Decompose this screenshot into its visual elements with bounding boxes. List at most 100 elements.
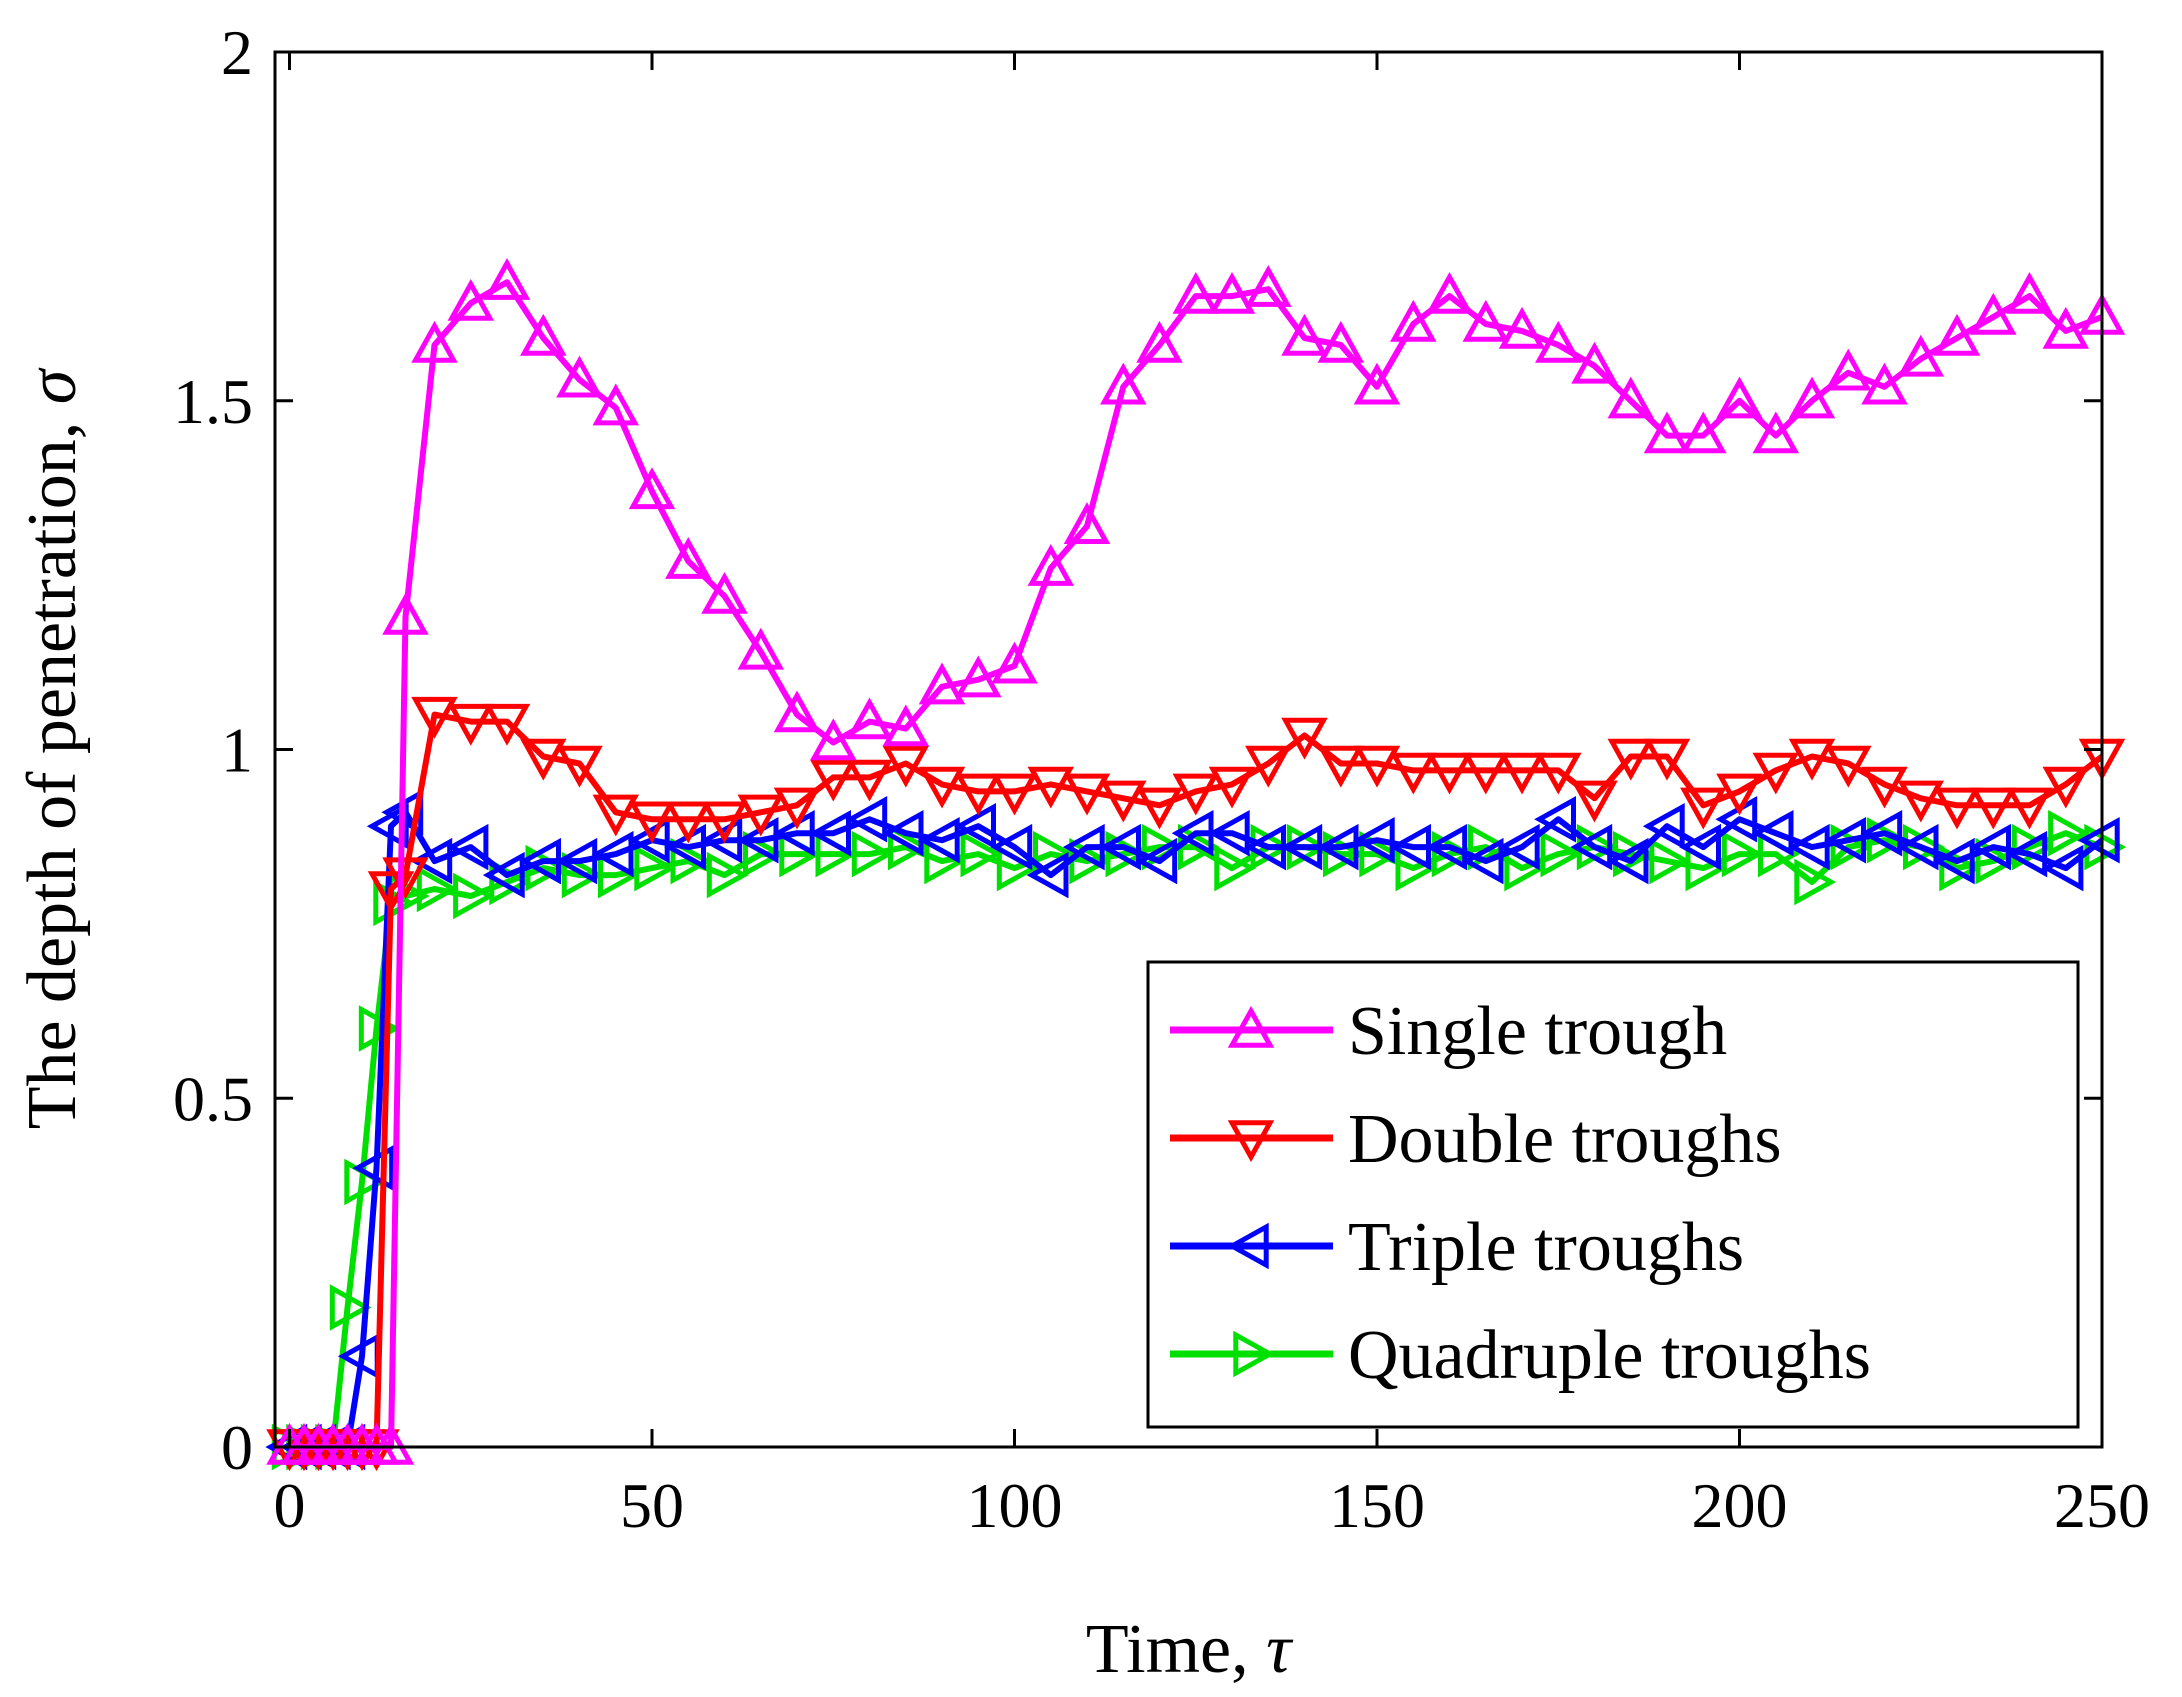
data-point	[888, 823, 930, 871]
legend-entry: Single trough	[1170, 993, 1727, 1070]
data-point	[482, 851, 525, 899]
data-point	[2042, 306, 2090, 349]
data-point	[1896, 823, 1939, 871]
data-point	[810, 759, 857, 802]
data-point	[555, 837, 598, 885]
y-axis-label: The depth of penetration, σ	[14, 367, 91, 1129]
data-point	[955, 773, 1002, 816]
data-point	[2006, 271, 2053, 314]
data-point	[520, 738, 567, 781]
data-point	[701, 571, 748, 614]
data-point	[701, 801, 748, 844]
data-point	[483, 703, 531, 746]
data-point	[1866, 816, 1909, 864]
data-point	[1207, 809, 1250, 857]
data-point	[1353, 745, 1401, 788]
series-layer	[265, 258, 2127, 1472]
data-point	[1643, 738, 1691, 781]
data-point	[1425, 823, 1468, 871]
data-point	[1607, 376, 1655, 419]
data-point	[990, 823, 1033, 871]
data-point	[453, 872, 495, 920]
data-point	[1752, 752, 1800, 795]
data-point	[1099, 823, 1141, 871]
legend-entry: Quadruple troughs	[1170, 1317, 1871, 1394]
data-point	[743, 830, 785, 878]
data-point	[810, 718, 857, 761]
data-point	[1245, 745, 1292, 788]
data-point	[1680, 411, 1727, 454]
data-point	[1281, 717, 1328, 760]
data-point	[1027, 543, 1075, 586]
legend-label: Quadruple troughs	[1348, 1317, 1871, 1394]
data-point	[1281, 313, 1328, 356]
data-point	[1063, 773, 1111, 816]
data-point	[1027, 766, 1075, 809]
axis-ticks: 0 50 100 150 200 250 0 0.5 1 1.5 2	[173, 17, 2150, 1541]
data-point	[1353, 362, 1401, 405]
data-point	[1462, 752, 1510, 795]
data-point	[773, 690, 821, 733]
data-point	[520, 313, 567, 356]
data-point	[1208, 271, 1256, 314]
data-point	[1649, 837, 1692, 885]
data-point	[1933, 313, 1981, 356]
series-line	[289, 830, 2104, 1450]
data-point	[1824, 816, 1866, 864]
data-point	[2048, 809, 2090, 857]
data-point	[1431, 830, 1474, 878]
data-point	[2077, 816, 2120, 864]
data-point	[1136, 787, 1183, 830]
data-point	[2005, 830, 2048, 878]
data-point	[1860, 809, 1903, 857]
x-tick-label: 200	[1692, 1470, 1788, 1541]
data-point	[955, 655, 1002, 698]
data-point	[670, 837, 713, 885]
x-tick-label: 150	[1329, 1470, 1425, 1541]
data-point	[446, 823, 489, 871]
y-tick-label: 0.5	[173, 1063, 253, 1134]
x-tick-label: 250	[2054, 1470, 2150, 1541]
data-point	[882, 745, 930, 788]
y-tick-label: 2	[221, 17, 253, 88]
data-point	[1721, 830, 1764, 878]
data-point	[1607, 738, 1655, 781]
data-point	[1794, 858, 1837, 906]
x-tick-label: 100	[967, 1470, 1063, 1541]
legend-marker	[1227, 1120, 1275, 1163]
data-point	[918, 766, 966, 809]
legend-marker	[1227, 1005, 1275, 1048]
data-point	[1317, 320, 1365, 363]
data-point	[991, 641, 1038, 684]
data-point	[1535, 320, 1582, 363]
data-point	[592, 383, 640, 426]
data-point	[1540, 830, 1583, 878]
data-point	[1136, 320, 1183, 363]
data-point	[851, 830, 894, 878]
data-point	[1752, 411, 1800, 454]
data-point	[665, 537, 712, 579]
data-point	[1970, 292, 2017, 335]
data-point	[1933, 787, 1981, 830]
data-point	[1787, 823, 1830, 871]
data-point	[483, 258, 531, 300]
data-point	[1897, 780, 1945, 823]
data-point	[1208, 766, 1256, 809]
data-point	[352, 1144, 395, 1192]
data-point	[1498, 306, 1546, 349]
legend-marker	[1233, 1330, 1276, 1378]
legend-marker	[1226, 1222, 1269, 1270]
data-point	[1897, 334, 1945, 377]
data-point	[1571, 780, 1618, 823]
legend-entry: Double troughs	[1170, 1101, 1782, 1178]
data-point	[416, 865, 459, 913]
data-point	[2041, 844, 2084, 892]
data-point	[1390, 752, 1437, 795]
data-point	[960, 830, 1003, 878]
data-point	[918, 662, 966, 705]
data-point	[1461, 837, 1504, 885]
data-point	[628, 467, 676, 510]
data-point	[556, 355, 603, 398]
data-point	[737, 794, 785, 837]
